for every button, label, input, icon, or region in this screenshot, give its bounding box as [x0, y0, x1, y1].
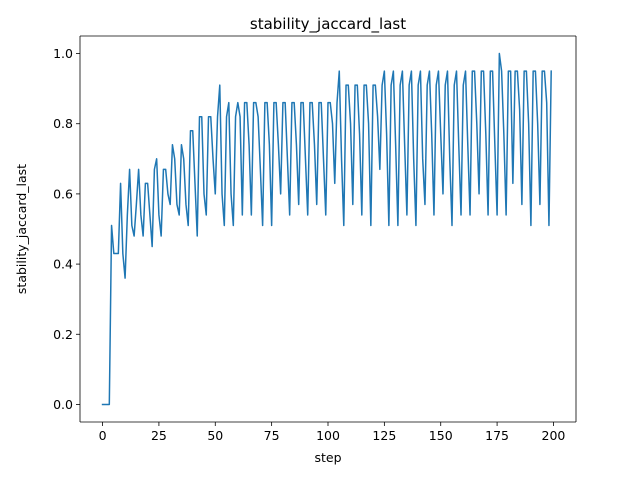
y-tick-label: 0.4	[53, 257, 73, 272]
x-axis-ticks: 0 25 50 75 100 125 150 175 200	[99, 422, 566, 443]
x-tick-label: 125	[372, 428, 396, 443]
x-tick-label: 0	[99, 428, 107, 443]
x-tick-label: 75	[264, 428, 280, 443]
x-tick-label: 25	[151, 428, 167, 443]
y-tick-label: 0.2	[53, 327, 73, 342]
y-axis-label: stability_jaccard_last	[14, 164, 29, 294]
y-tick-label: 0.6	[53, 186, 73, 201]
x-tick-label: 100	[316, 428, 340, 443]
x-tick-label: 200	[542, 428, 566, 443]
series-line-0	[101, 52, 552, 406]
y-tick-label: 0.8	[53, 116, 73, 131]
plot-area	[80, 36, 576, 422]
x-tick-label: 175	[485, 428, 509, 443]
y-axis-ticks: 0.0 0.2 0.4 0.6 0.8 1.0	[53, 46, 80, 412]
axes-frame	[79, 35, 577, 423]
y-tick-label: 0.0	[53, 397, 73, 412]
x-tick-label: 150	[429, 428, 453, 443]
y-tick-label: 1.0	[53, 46, 73, 61]
x-tick-label: 50	[207, 428, 223, 443]
x-axis-label: step	[314, 450, 341, 465]
chart-title: stability_jaccard_last	[250, 15, 406, 34]
series-layer	[101, 52, 552, 406]
